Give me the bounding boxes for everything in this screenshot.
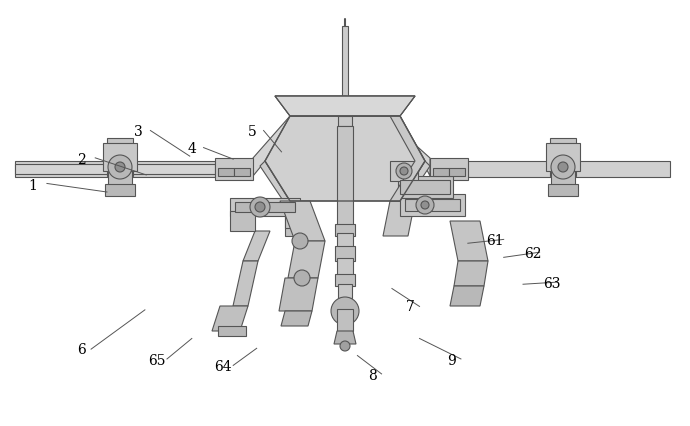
Bar <box>338 117 352 127</box>
Bar <box>230 199 300 216</box>
Bar <box>15 161 215 178</box>
Circle shape <box>292 233 308 249</box>
Text: 5: 5 <box>248 124 256 138</box>
Text: 9: 9 <box>448 353 456 367</box>
Circle shape <box>335 97 355 117</box>
Bar <box>215 158 253 181</box>
Bar <box>398 177 453 199</box>
Bar <box>103 144 137 172</box>
Bar <box>335 274 355 286</box>
Circle shape <box>416 196 434 215</box>
Bar <box>218 169 234 177</box>
Bar <box>433 169 449 177</box>
Circle shape <box>551 155 575 180</box>
Polygon shape <box>253 117 290 177</box>
Polygon shape <box>450 286 484 306</box>
Polygon shape <box>243 231 270 262</box>
Bar <box>337 309 353 331</box>
Circle shape <box>340 102 350 112</box>
Bar <box>218 326 246 336</box>
Circle shape <box>396 164 412 180</box>
Bar <box>337 233 353 248</box>
Bar <box>430 158 468 181</box>
Text: 65: 65 <box>148 353 166 367</box>
Text: 63: 63 <box>543 276 561 290</box>
Bar <box>235 202 295 213</box>
Polygon shape <box>450 222 488 262</box>
Text: 7: 7 <box>406 300 415 314</box>
Polygon shape <box>275 97 415 117</box>
Bar <box>405 199 460 211</box>
Bar <box>460 161 670 178</box>
Text: 6: 6 <box>77 343 86 356</box>
Circle shape <box>421 201 429 210</box>
Polygon shape <box>233 262 258 306</box>
Circle shape <box>255 202 265 213</box>
Polygon shape <box>260 161 290 211</box>
Bar <box>108 169 132 189</box>
Bar <box>335 225 355 236</box>
Bar <box>285 210 305 228</box>
Circle shape <box>340 341 350 351</box>
Bar <box>285 207 305 236</box>
Bar <box>400 195 465 216</box>
Polygon shape <box>265 117 425 201</box>
Text: 1: 1 <box>29 178 37 192</box>
Bar <box>551 169 575 189</box>
Bar <box>342 27 348 97</box>
Polygon shape <box>288 242 325 278</box>
Bar <box>548 184 578 196</box>
Bar <box>335 246 355 262</box>
Polygon shape <box>212 306 248 331</box>
Circle shape <box>558 163 568 173</box>
Text: 4: 4 <box>188 141 196 155</box>
Bar <box>390 161 418 181</box>
Polygon shape <box>281 311 312 326</box>
Bar <box>234 169 250 177</box>
Bar <box>546 144 580 172</box>
Bar <box>107 139 133 177</box>
Bar <box>230 211 255 231</box>
Text: 3: 3 <box>134 124 142 138</box>
Bar <box>338 284 352 298</box>
Polygon shape <box>334 331 356 344</box>
Text: 62: 62 <box>524 247 542 260</box>
Circle shape <box>400 167 408 176</box>
Polygon shape <box>280 201 325 242</box>
Bar <box>550 139 576 177</box>
Bar <box>449 169 465 177</box>
Bar <box>340 109 350 119</box>
Text: 61: 61 <box>486 234 504 248</box>
Polygon shape <box>400 117 430 177</box>
Circle shape <box>250 198 270 218</box>
Circle shape <box>108 155 132 180</box>
Text: 2: 2 <box>77 153 86 167</box>
Polygon shape <box>275 97 415 117</box>
Bar <box>400 181 450 195</box>
Polygon shape <box>390 117 425 201</box>
Polygon shape <box>400 161 430 211</box>
Circle shape <box>331 297 359 325</box>
Polygon shape <box>383 201 415 236</box>
Circle shape <box>294 271 310 286</box>
Circle shape <box>115 163 125 173</box>
Bar <box>337 259 353 276</box>
Text: 8: 8 <box>368 368 377 382</box>
Polygon shape <box>279 278 318 311</box>
Text: 64: 64 <box>214 360 232 373</box>
Polygon shape <box>454 262 488 286</box>
Bar <box>15 164 215 175</box>
Bar <box>105 184 135 196</box>
Bar <box>337 127 353 227</box>
